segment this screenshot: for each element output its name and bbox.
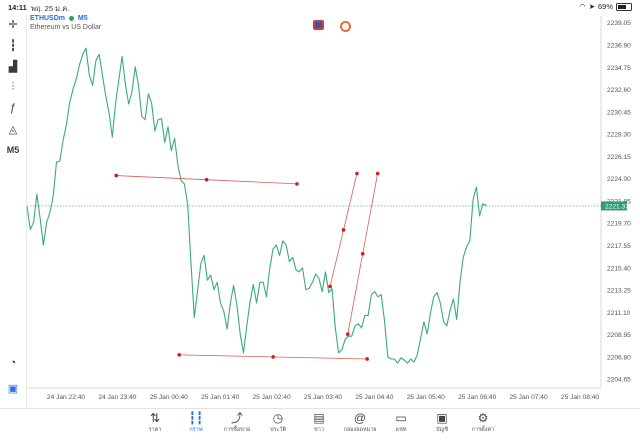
- nav-chart-label: กราฟ: [189, 427, 203, 433]
- price-tick-label: 2217.55: [607, 243, 631, 250]
- nav-history-label: ประวัติ: [269, 427, 287, 433]
- status-right: ◠ ➤ 69%: [579, 2, 632, 11]
- location-icon: ➤: [588, 2, 595, 11]
- nav-chart[interactable]: ┇┇ กราฟ: [174, 411, 218, 434]
- symbol-name[interactable]: ETHUSDm: [30, 15, 66, 22]
- price-tick-label: 2213.25: [607, 288, 631, 295]
- nav-quotes[interactable]: ⇅ ราคา: [133, 411, 177, 434]
- nav-mailbox[interactable]: @ กล่องจดหมาย: [338, 411, 382, 434]
- price-tick-label: 2204.65: [607, 377, 631, 384]
- price-tick-label: 2226.15: [607, 154, 631, 161]
- nav-account[interactable]: ▣ บัญชี: [420, 411, 464, 434]
- time-tick-label: 25 Jan 03:40: [304, 394, 342, 401]
- time-tick-label: 25 Jan 07:40: [510, 394, 548, 401]
- price-tick-label: 2211.10: [607, 310, 631, 317]
- battery-level: [618, 4, 627, 9]
- status-bar: 14:11 พฤ. 25 ม.ค. ◠ ➤ 69%: [0, 0, 640, 14]
- currency-flag-icon[interactable]: [313, 20, 324, 30]
- time-tick-label: 24 Jan 22:40: [47, 394, 85, 401]
- price-tick-label: 2219.70: [607, 221, 631, 228]
- nav-mailbox-icon: @: [353, 411, 367, 425]
- price-chart[interactable]: 2239.05 2236.90 2234.75 2232.60 2230.45 2228.…: [0, 14, 640, 409]
- time-tick-label: 25 Jan 04:40: [355, 394, 393, 401]
- symbol-description: Ethereum vs US Dollar: [30, 24, 102, 31]
- nav-history-icon: ◷: [272, 411, 284, 425]
- price-tick-label: 2239.05: [607, 20, 631, 27]
- bar-chart-icon[interactable]: ▟: [8, 60, 18, 73]
- time-tick-label: 25 Jan 01:40: [201, 394, 239, 401]
- nav-news-icon: ▤: [313, 411, 325, 425]
- trend-line-handle: [114, 173, 119, 178]
- time-tick-label: 25 Jan 08:40: [561, 394, 599, 401]
- trend-line-handle: [345, 332, 350, 336]
- time-tick-label: 25 Jan 06:40: [458, 394, 496, 401]
- sliders-icon[interactable]: ⫶: [11, 80, 15, 93]
- nav-settings-icon: ⚙: [477, 411, 489, 425]
- bottom-nav: ⇅ ราคา ┇┇ กราฟ ⤴ การซื้อขาย ◷ ประวัติ ▤ ข่าว @ กล่อ…: [0, 408, 640, 448]
- nav-account-label: บัญชี: [436, 427, 448, 433]
- nav-trade[interactable]: ⤴ การซื้อขาย: [215, 411, 259, 434]
- ethereum-icon[interactable]: [340, 21, 351, 32]
- wifi-icon: ◠: [579, 2, 586, 11]
- nav-quotes-label: ราคา: [148, 427, 162, 433]
- time-tick-label: 24 Jan 23:40: [98, 394, 136, 401]
- nav-chart-icon: ┇┇: [188, 411, 204, 425]
- price-tick-label: 2234.75: [607, 65, 631, 72]
- nav-chat-label: แชท: [395, 427, 407, 433]
- symbol-timeframe: M5: [77, 15, 88, 22]
- timeframe-button[interactable]: M5: [6, 145, 20, 155]
- price-tick-label: 2224.00: [607, 176, 631, 183]
- trend-line-handle: [375, 171, 380, 176]
- trend-line-handle: [365, 357, 369, 361]
- one-click-trading-icon[interactable]: ◔: [9, 357, 17, 369]
- shapes-icon[interactable]: ◬: [8, 123, 18, 136]
- trend-line-handle: [295, 182, 299, 186]
- nav-history[interactable]: ◷ ประวัติ: [256, 411, 300, 434]
- nav-mailbox-label: กล่องจดหมาย: [343, 427, 377, 433]
- current-price-label: 2221.37: [605, 203, 629, 210]
- status-time: 14:11: [8, 3, 27, 12]
- trend-line-handle: [360, 252, 365, 256]
- trend-line-handle: [355, 171, 359, 176]
- price-tick-label: 2230.45: [607, 109, 631, 116]
- symbol-header: ETHUSDm M5 Ethereum vs US Dollar: [30, 14, 101, 32]
- function-icon[interactable]: ƒ: [9, 102, 17, 114]
- price-series-line: [26, 47, 487, 364]
- nav-news[interactable]: ▤ ข่าว: [297, 411, 341, 434]
- price-tick-label: 2206.80: [607, 354, 631, 361]
- nav-chat-icon: ▭: [395, 411, 407, 425]
- symbol-status-icon: [68, 15, 74, 21]
- battery-percent: 69%: [597, 2, 613, 11]
- left-toolbar: ✛ ┇ ▟ ⫶ ƒ ◬ M5: [0, 14, 27, 409]
- app-logo-icon[interactable]: ▣: [7, 382, 19, 395]
- nav-trade-label: การซื้อขาย: [223, 427, 251, 433]
- nav-settings[interactable]: ⚙ การตั้งค่า: [461, 411, 505, 434]
- trend-line-handle: [204, 177, 209, 182]
- trend-line-handle: [328, 284, 332, 289]
- nav-news-label: ข่าว: [314, 427, 324, 433]
- price-tick-label: 2215.40: [607, 265, 631, 272]
- nav-chat[interactable]: ▭ แชท: [379, 411, 423, 434]
- candlestick-icon[interactable]: ┇: [9, 39, 17, 52]
- price-tick-label: 2232.60: [607, 87, 631, 94]
- time-tick-label: 25 Jan 05:40: [407, 394, 445, 401]
- time-tick-label: 25 Jan 00:40: [150, 394, 188, 401]
- crosshair-icon[interactable]: ✛: [8, 18, 18, 31]
- price-tick-label: 2236.90: [607, 43, 631, 50]
- trend-line-handle: [271, 355, 275, 359]
- trend-line-handle: [177, 353, 181, 357]
- trend-line-handle: [341, 228, 346, 232]
- price-tick-label: 2208.95: [607, 332, 631, 339]
- current-price-tag: [601, 201, 627, 211]
- time-tick-label: 25 Jan 02:40: [253, 394, 291, 401]
- nav-quotes-icon: ⇅: [149, 411, 161, 425]
- nav-account-icon: ▣: [436, 411, 448, 425]
- battery-icon: [616, 2, 632, 11]
- price-tick-label: 2228.30: [607, 132, 631, 139]
- status-date: พฤ. 25 ม.ค.: [31, 4, 70, 13]
- nav-trade-icon: ⤴: [230, 411, 243, 425]
- nav-settings-label: การตั้งค่า: [471, 427, 495, 433]
